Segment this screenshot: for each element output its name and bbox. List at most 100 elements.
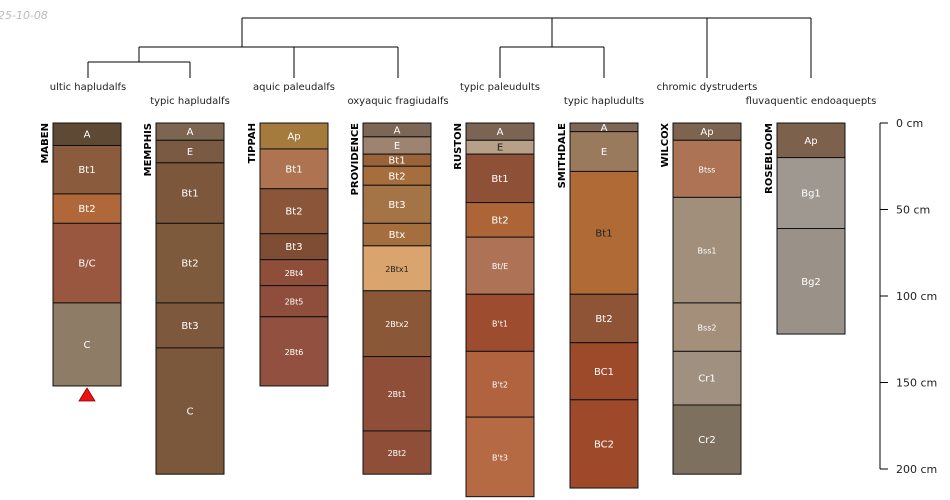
horizon-label: Bt2 xyxy=(285,207,302,218)
horizon-label: Bt3 xyxy=(181,321,198,332)
profile-name-wilcox: WILCOX xyxy=(660,123,671,168)
profile-name-maben: MABEN xyxy=(40,123,51,164)
taxon-label-tippah: aquic paleudalfs xyxy=(253,82,335,93)
horizon-wilcox-4 xyxy=(672,350,742,406)
profile-smithdale: A E Bt1 Bt2 BC1 BC2 xyxy=(569,122,639,489)
horizon-tippah-0 xyxy=(259,122,329,150)
horizon-label: Cr2 xyxy=(698,435,715,446)
profile-name-providence: PROVIDENCE xyxy=(350,123,361,196)
horizon-label: Ap xyxy=(700,127,713,138)
horizon-wilcox-2 xyxy=(672,196,742,304)
dendrogram xyxy=(87,17,812,78)
profile-rosebloom: Ap Bg1 Bg2 xyxy=(776,122,846,335)
horizon-tippah-3 xyxy=(259,233,329,261)
profile-ruston: AE Bt1 Bt2 Bt/E B't1 B't2 B't3 xyxy=(465,122,535,498)
horizon-label: Bt2 xyxy=(78,204,95,215)
taxon-label-providence: oxyaquic fragiudalfs xyxy=(347,96,448,107)
horizon-label: E xyxy=(187,147,193,158)
profile-names: MABEN MEMPHIS TIPPAH PROVIDENCE RUSTON S… xyxy=(40,123,775,196)
taxon-label-smithdale: typic hapludults xyxy=(564,96,644,107)
horizon-label: Btss xyxy=(699,165,716,174)
horizon-label: Cr1 xyxy=(698,374,715,385)
horizon-label: B't1 xyxy=(492,319,508,328)
horizon-label: Bt1 xyxy=(285,164,302,175)
horizon-ruston-7 xyxy=(465,416,535,498)
horizon-memphis-4 xyxy=(155,302,225,349)
horizon-label: B't2 xyxy=(492,381,508,390)
horizon-label: E xyxy=(394,141,400,152)
horizon-ruston-3 xyxy=(465,202,535,238)
horizon-label: E xyxy=(497,143,503,154)
horizon-label: A xyxy=(394,125,401,136)
horizon-label: A xyxy=(84,130,91,141)
horizon-ruston-6 xyxy=(465,350,535,418)
horizon-tippah-4 xyxy=(259,259,329,287)
horizon-rosebloom-0 xyxy=(776,122,846,159)
horizon-smithdale-5 xyxy=(569,399,639,489)
profile-providence: AE Bt1 Bt2 Bt3 Btx 2Btx1 2Btx2 2Bt1 2Bt2 xyxy=(362,122,432,475)
horizon-ruston-2 xyxy=(465,153,535,204)
horizon-memphis-5 xyxy=(155,347,225,475)
taxon-label-ruston: typic paleudults xyxy=(460,82,540,93)
horizon-rosebloom-2 xyxy=(776,228,846,335)
axis-tick-label: 150 cm xyxy=(896,377,937,390)
horizon-memphis-2 xyxy=(155,162,225,224)
horizon-smithdale-1 xyxy=(569,131,639,172)
horizon-label: Bss2 xyxy=(698,324,717,333)
horizon-label: Bt1 xyxy=(181,189,198,200)
horizon-providence-7 xyxy=(362,290,432,358)
horizon-label: B't3 xyxy=(492,453,508,462)
horizon-label: 2Bt1 xyxy=(388,390,407,399)
profile-name-smithdale: SMITHDALE xyxy=(557,123,568,188)
horizon-label: Bt1 xyxy=(78,165,95,176)
horizon-label: BC1 xyxy=(594,367,614,378)
horizon-label: 2Btx2 xyxy=(385,320,409,329)
profile-memphis: AE Bt1 Bt2 Bt3 C xyxy=(155,122,225,475)
horizon-tippah-5 xyxy=(259,285,329,318)
horizon-ruston-5 xyxy=(465,293,535,352)
axis-tick-label: 200 cm xyxy=(896,463,937,476)
horizon-label: B/C xyxy=(78,259,95,270)
horizon-memphis-3 xyxy=(155,222,225,304)
horizon-label: Bt1 xyxy=(491,174,508,185)
taxon-label-memphis: typic hapludalfs xyxy=(150,96,230,107)
profile-name-tippah: TIPPAH xyxy=(247,123,258,163)
horizon-label: Bt3 xyxy=(285,242,302,253)
horizon-smithdale-3 xyxy=(569,293,639,344)
horizon-label: Bss1 xyxy=(698,247,717,256)
horizon-label: A xyxy=(497,127,504,138)
horizon-label: A xyxy=(601,123,608,134)
horizon-label: Bt2 xyxy=(491,215,508,226)
horizon-label: Bt3 xyxy=(388,200,405,211)
horizon-label: A xyxy=(187,127,194,138)
depth-axis: 0 cm 50 cm 100 cm 150 cm 200 cm xyxy=(879,117,937,476)
horizon-label: 2Bt6 xyxy=(285,348,304,357)
horizon-tippah-2 xyxy=(259,188,329,235)
horizon-label: Bg1 xyxy=(801,189,821,200)
horizon-label: 2Btx1 xyxy=(385,265,409,274)
profile-wilcox: Ap Btss Bss1 Bss2 Cr1 Cr2 xyxy=(672,122,742,475)
horizon-label: 2Bt5 xyxy=(285,298,304,307)
profile-name-ruston: RUSTON xyxy=(453,123,464,170)
taxon-label-maben: ultic hapludalfs xyxy=(50,82,126,93)
horizon-label: C xyxy=(187,407,194,418)
horizon-wilcox-1 xyxy=(672,139,742,198)
horizon-wilcox-3 xyxy=(672,302,742,352)
horizon-providence-9 xyxy=(362,430,432,475)
horizon-label: C xyxy=(84,340,91,351)
horizon-tippah-1 xyxy=(259,148,329,190)
horizon-label: Ap xyxy=(804,136,817,147)
horizon-tippah-6 xyxy=(259,316,329,387)
horizon-providence-4 xyxy=(362,184,432,224)
horizon-label: BC2 xyxy=(594,439,614,450)
horizon-label: Bt1 xyxy=(595,228,612,239)
profile-tippah: Ap Bt1 Bt2 Bt3 2Bt4 2Bt5 2Bt6 xyxy=(259,122,329,387)
taxon-label-wilcox: chromic dystruderts xyxy=(657,82,758,93)
horizon-label: Bt/E xyxy=(492,262,508,271)
profiles: ABt1Bt2B/CCAEBt1Bt2Bt3CApBt1Bt2Bt32Bt42B… xyxy=(52,122,846,498)
horizon-maben-2 xyxy=(52,193,122,224)
horizon-label: Bt2 xyxy=(595,314,612,325)
horizon-label: Bt1 xyxy=(388,156,405,167)
axis-tick-label: 50 cm xyxy=(896,204,930,217)
